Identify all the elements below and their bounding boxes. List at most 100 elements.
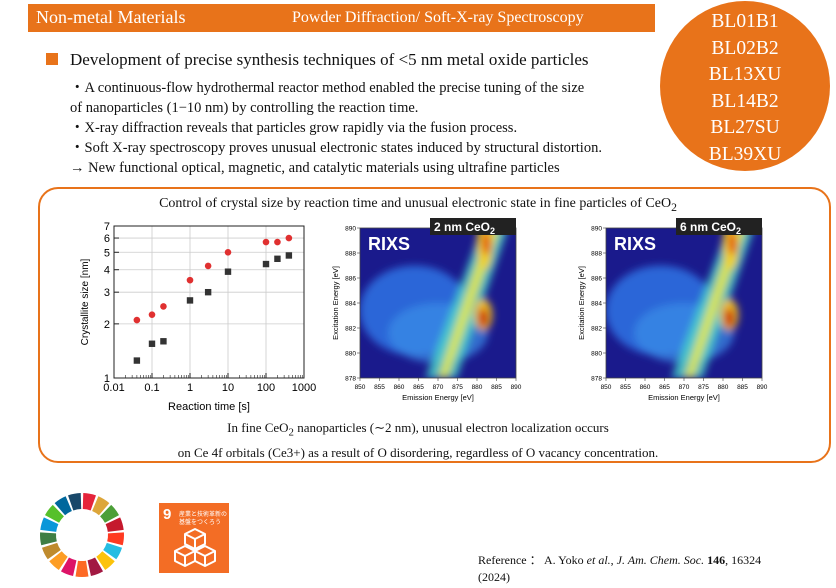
rixs-x-tick-label: 885 [491,384,502,391]
rixs-xlabel: Emission Energy [eV] [402,393,474,402]
x-tick-label: 10 [222,382,234,394]
rixs-y-tick-label: 890 [345,226,356,233]
rixs-x-tick-label: 880 [472,384,483,391]
sdg-wheel-segment [103,542,123,560]
sdg-9-icon: 9 産業と技術革新の 基盤をつくろう [159,503,229,573]
data-point-square [133,357,141,364]
rixs-y-tick-label: 886 [591,276,602,283]
sdg-jp-line2: 基盤をつくろう [179,520,222,526]
rixs-y-tick-label: 886 [345,276,356,283]
rixs-label: RIXS [368,234,410,254]
y-tick-label: 4 [104,265,110,277]
rixs-x-tick-label: 890 [757,384,768,391]
rixs-x-tick-label: 855 [374,384,385,391]
rixs-y-tick-label: 878 [591,376,602,383]
y-tick-label: 2 [104,319,110,331]
rixs-x-tick-label: 865 [413,384,424,391]
sdg-wheel-segment [87,557,104,577]
sdg-wheel-segment [54,496,72,516]
caption-l1-a: In fine CeO [227,420,289,435]
beamline-badge: BL01B1 BL02B2 BL13XU BL14B2 BL27SU BL39X… [660,1,830,171]
sdg-wheel-segment [92,496,110,516]
figure-box [38,187,831,463]
point-conclusion: → New functional optical, magnetic, and … [70,160,560,176]
y-tick-label: 7 [104,221,110,233]
caption-l1-b: nanoparticles (∼2 nm), unusual electron … [293,420,609,435]
sdg-wheel-segment [39,532,57,546]
beamline-item: BL02B2 [711,37,779,59]
rixs-y-tick-label: 882 [345,326,356,333]
header-bar: Non-metal Materials Powder Diffraction/ … [28,4,655,32]
rixs-xlabel: Emission Energy [eV] [648,393,720,402]
rixs-x-tick-label: 870 [679,384,690,391]
chart-ylabel: Crystallite size [nm] [80,258,91,345]
point-3: ・Soft X-ray spectroscopy proves unusual … [70,140,602,156]
x-tick-label: 1 [187,382,193,394]
point-1-cont: of nanoparticles (1−10 nm) by controllin… [70,100,419,116]
caption-l1-sub: 2 [288,426,294,439]
rixs-x-tick-label: 875 [452,384,463,391]
y-tick-label: 5 [104,247,110,259]
sdg-wheel-segment [100,504,120,523]
rixs-y-tick-label: 890 [591,226,602,233]
beamline-item: BL27SU [710,117,780,138]
sdg-wheel-segment [60,557,77,577]
data-point-circle [133,316,141,324]
rixs-y-tick-label: 888 [591,251,602,258]
rixs-tag-bg [430,218,516,235]
sdg-jp-line1: 産業と技術革新の [179,512,228,518]
rixs-x-tick-label: 865 [659,384,670,391]
data-point-circle [224,248,232,256]
x-tick-label: 1000 [292,382,316,394]
data-point-circle [160,303,167,310]
rixs-intensity [360,228,509,378]
rixs-ylabel: Excitation Energy [eV] [578,266,586,340]
ref-prefix: Reference ： A. Yoko [478,553,587,567]
headline: Development of precise synthesis techniq… [70,50,589,69]
category-title: Non-metal Materials [36,7,186,27]
rixs-y-tick-label: 878 [345,376,356,383]
rixs-hotspot-core [478,308,489,328]
rixs-y-tick-label: 882 [591,326,602,333]
sdg-number: 9 [163,506,172,523]
cube-stack-icon [174,528,216,567]
x-tick-label: 100 [257,382,275,394]
rixs-intensity [606,228,755,378]
caption-line-2: on Ce 4f orbitals (Ce3+) as a result of … [177,444,659,460]
rixs-x-tick-label: 875 [698,384,709,391]
rixs-x-tick-label: 850 [355,384,366,391]
chart-points [133,234,293,364]
data-point-square [186,297,194,304]
rixs-x-tick-label: 855 [620,384,631,391]
sdg-wheel-segment [75,560,89,578]
rixs-size-tag: 2 nm CeO2 [434,220,495,236]
beamline-item: BL13XU [708,64,782,85]
data-point-circle [285,234,293,242]
ref-sep: , [610,553,617,567]
figure-title-main: Control of crystal size by reaction time… [159,196,672,211]
sdg-wheel-segment [41,542,61,560]
sdg-wheel-segment [96,551,115,571]
ref-volume: 146 [704,553,726,567]
rixs-x-tick-label: 890 [511,384,522,391]
rixs-hotspot-core [724,308,735,328]
figure-title: Control of crystal size by reaction time… [0,196,836,214]
rixs-y-tick-label: 884 [591,301,602,308]
rixs-x-tick-label: 870 [433,384,444,391]
sdg-wheel-segment [40,517,59,532]
data-point-square [160,338,167,345]
rixs-x-tick-label: 850 [601,384,612,391]
rixs-label: RIXS [614,234,656,254]
data-point-square [274,255,281,262]
rixs-map-6nm: RIXS 6 nm CeO2 850 855 860 865 870 875 880 885 890… [578,218,768,402]
y-tick-label: 6 [104,233,110,245]
rixs-x-tick-label: 860 [394,384,405,391]
chart-grid [113,225,305,379]
reference: Reference ： A. Yoko et al., J. Am. Chem.… [478,552,761,586]
data-point-square [262,260,270,268]
rixs-ylabel: Excitation Energy [eV] [332,266,340,340]
rixs-map-2nm: RIXS 2 nm CeO2 850 855 860 865 870 875 880 885 890… [332,218,522,402]
data-point-square [285,252,293,259]
bullet-points: ・A continuous-flow hydrothermal reactor … [70,78,602,178]
rixs-y-tick-label: 880 [345,351,356,358]
